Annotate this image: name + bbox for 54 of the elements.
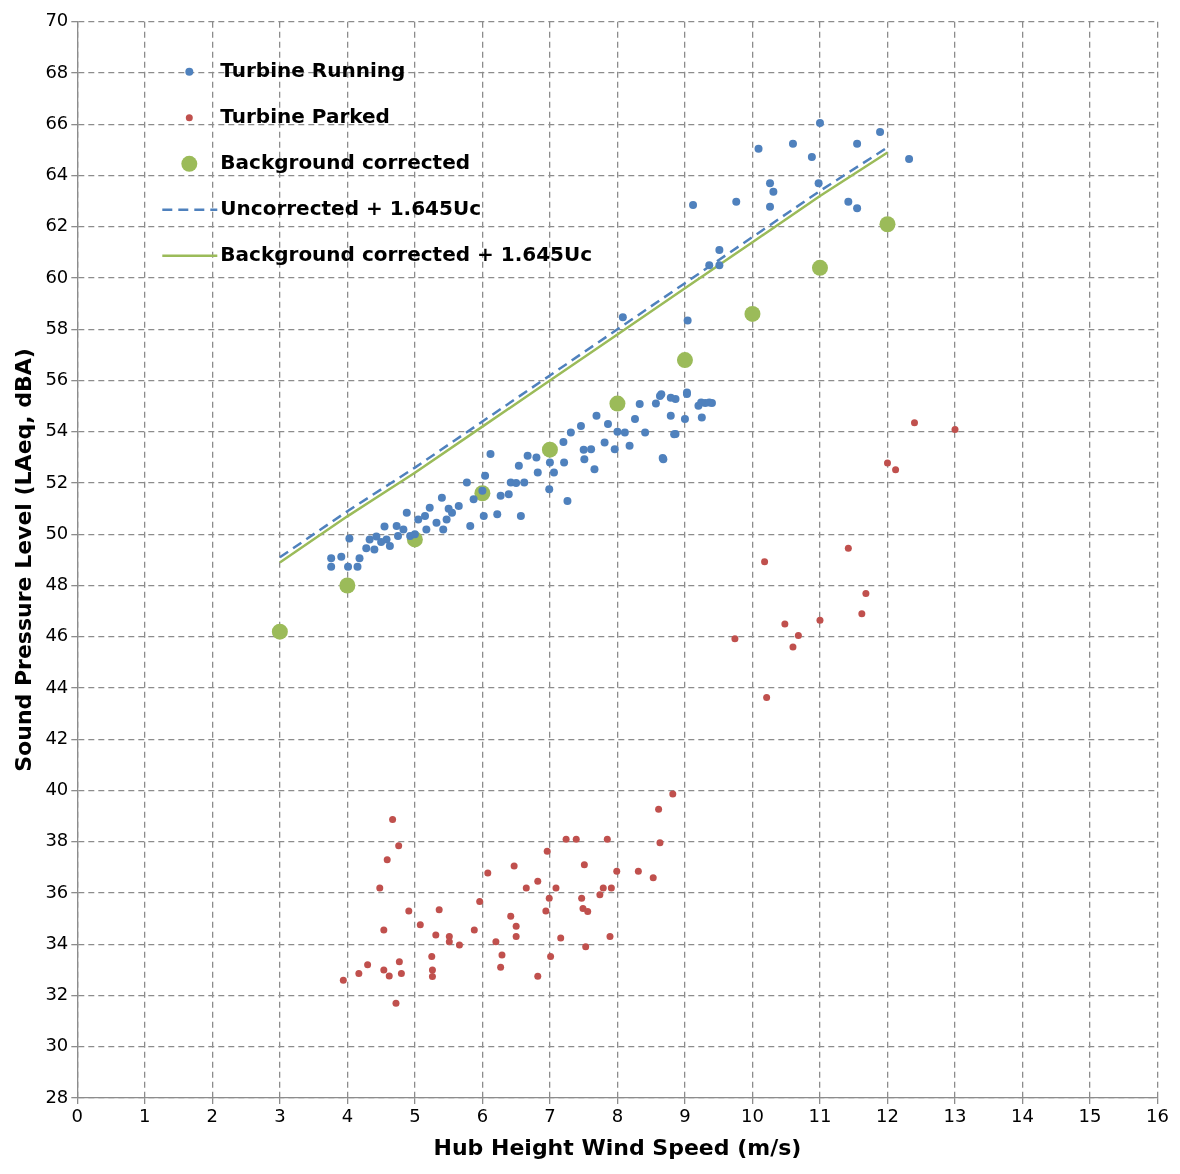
y-tick-label: 38 [45,829,69,851]
x-tick-label: 10 [741,1105,764,1127]
legend-label: Uncorrected + 1.645Uc [220,196,482,220]
legend-label: Background corrected + 1.645Uc [220,242,593,266]
x-tick-label: 11 [808,1105,832,1127]
y-tick-label: 36 [45,880,69,902]
y-tick-label: 48 [45,573,69,595]
y-tick-label: 54 [45,419,69,441]
y-axis-title: Sound Pressure Level (LAeq, dBA) [10,348,36,772]
point [676,352,693,369]
point [879,216,896,233]
x-tick-label: 0 [71,1105,84,1127]
x-tick-label: 5 [409,1105,421,1127]
point [271,623,288,640]
x-tick-label: 8 [611,1105,624,1127]
y-tick-label: 42 [45,726,69,748]
legend-label: Turbine Running [220,58,406,82]
y-tick-label: 46 [45,624,69,646]
y-tick-label: 50 [45,521,69,543]
point [811,259,828,276]
y-tick-label: 62 [45,214,69,236]
x-tick-label: 2 [206,1105,219,1127]
point [339,577,356,594]
y-tick-label: 60 [45,265,69,287]
x-tick-label: 4 [341,1105,354,1127]
x-tick-label: 6 [476,1105,489,1127]
y-tick-label: 32 [45,983,69,1005]
x-axis-title: Hub Height Wind Speed (m/s) [433,1134,802,1160]
x-tick-label: 9 [679,1105,691,1127]
y-tick-label: 44 [45,675,69,697]
y-tick-label: 40 [45,778,69,800]
y-tick-label: 52 [45,470,69,492]
x-tick-label: 12 [876,1105,899,1127]
y-tick-label: 66 [45,111,69,133]
y-tick-label: 30 [45,1034,69,1056]
y-tick-label: 28 [45,1085,69,1107]
point [609,395,626,412]
legend-label: Background corrected [220,150,471,174]
x-tick-label: 15 [1078,1105,1102,1127]
y-tick-label: 58 [45,316,69,338]
x-tick-label: 7 [544,1105,556,1127]
y-tick-label: 56 [45,368,69,390]
point [541,441,558,458]
point [744,305,761,322]
y-tick-label: 70 [45,9,69,31]
y-tick-label: 68 [45,60,69,82]
legend-label: Turbine Parked [220,104,390,128]
x-tick-label: 16 [1146,1105,1169,1127]
x-tick-label: 14 [1011,1105,1034,1127]
x-tick-label: 1 [139,1105,151,1127]
x-tick-label: 13 [943,1105,967,1127]
x-tick-label: 3 [274,1105,286,1127]
y-tick-label: 34 [45,931,69,953]
y-tick-label: 64 [45,163,69,185]
